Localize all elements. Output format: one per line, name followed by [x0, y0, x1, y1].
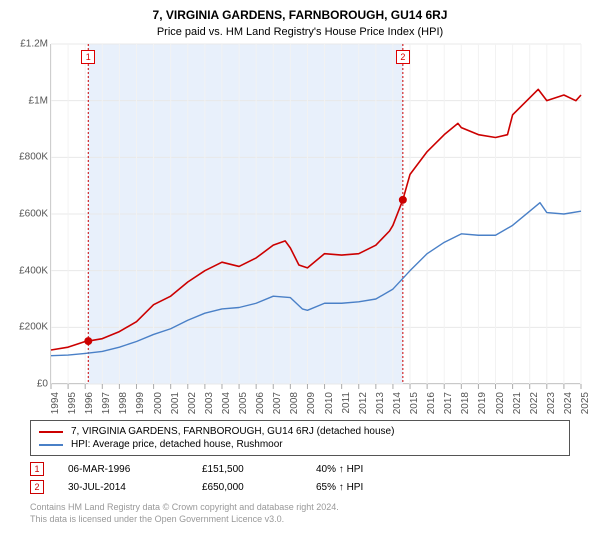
marker-delta: 40% ↑ HPI [316, 464, 363, 475]
x-tick-label: 2006 [255, 392, 266, 414]
marker-badge: 2 [30, 480, 44, 494]
x-tick-label: 2010 [324, 392, 335, 414]
x-tick-label: 2025 [580, 392, 591, 414]
x-tick-label: 2000 [153, 392, 164, 414]
x-tick-label: 1997 [101, 392, 112, 414]
marker-badge: 1 [30, 462, 44, 476]
y-tick-label: £1M [29, 95, 48, 106]
marker-row: 2 30-JUL-2014 £650,000 65% ↑ HPI [30, 478, 570, 496]
x-tick-label: 2004 [221, 392, 232, 414]
y-tick-label: £800K [19, 152, 48, 163]
x-tick-label: 2011 [341, 392, 352, 414]
x-tick-label: 1999 [135, 392, 146, 414]
x-tick-label: 2024 [563, 392, 574, 414]
x-tick-label: 2016 [426, 392, 437, 414]
legend-item: HPI: Average price, detached house, Rush… [39, 438, 561, 451]
x-tick-label: 2015 [409, 392, 420, 414]
marker-date: 30-JUL-2014 [68, 482, 178, 493]
y-tick-label: £600K [19, 209, 48, 220]
y-axis: £0£200K£400K£600K£800K£1M£1.2M [10, 44, 50, 384]
x-tick-label: 2021 [512, 392, 523, 414]
x-tick-label: 2013 [375, 392, 386, 414]
x-tick-label: 2017 [443, 392, 454, 414]
legend-label: 7, VIRGINIA GARDENS, FARNBOROUGH, GU14 6… [71, 426, 394, 437]
x-axis: 1994 1995 1996 1997 1998 1999 2000 2001 2002 2003… [50, 384, 580, 414]
x-tick-label: 2018 [460, 392, 471, 414]
x-tick-label: 2020 [495, 392, 506, 414]
x-tick-label: 2005 [238, 392, 249, 414]
x-tick-label: 1996 [84, 392, 95, 414]
x-tick-label: 1994 [50, 392, 61, 414]
x-tick-label: 1998 [118, 392, 129, 414]
legend-swatch [39, 431, 63, 433]
y-tick-label: £400K [19, 265, 48, 276]
x-tick-label: 2023 [546, 392, 557, 414]
chart-area: £0£200K£400K£600K£800K£1M£1.2M 12 199419… [10, 44, 590, 414]
x-tick-label: 2007 [272, 392, 283, 414]
chart-title: 7, VIRGINIA GARDENS, FARNBOROUGH, GU14 6… [0, 0, 600, 22]
x-tick-label: 2009 [306, 392, 317, 414]
x-tick-label: 2008 [289, 392, 300, 414]
x-tick-label: 2012 [358, 392, 369, 414]
x-tick-label: 2002 [187, 392, 198, 414]
x-tick-label: 2019 [477, 392, 488, 414]
y-tick-label: £0 [37, 379, 48, 390]
x-tick-label: 2001 [170, 392, 181, 414]
chart-marker-badge: 2 [396, 50, 410, 64]
y-tick-label: £200K [19, 322, 48, 333]
x-tick-label: 2003 [204, 392, 215, 414]
marker-price: £151,500 [202, 464, 292, 475]
marker-delta: 65% ↑ HPI [316, 482, 363, 493]
legend: 7, VIRGINIA GARDENS, FARNBOROUGH, GU14 6… [30, 420, 570, 456]
chart-marker-badge: 1 [81, 50, 95, 64]
x-tick-label: 2014 [392, 392, 403, 414]
x-tick-label: 2022 [529, 392, 540, 414]
legend-item: 7, VIRGINIA GARDENS, FARNBOROUGH, GU14 6… [39, 425, 561, 438]
chart-container: 7, VIRGINIA GARDENS, FARNBOROUGH, GU14 6… [0, 0, 600, 560]
chart-subtitle: Price paid vs. HM Land Registry's House … [0, 22, 600, 44]
y-tick-label: £1.2M [20, 39, 48, 50]
marker-date: 06-MAR-1996 [68, 464, 178, 475]
footer-line: This data is licensed under the Open Gov… [30, 514, 570, 526]
marker-row: 1 06-MAR-1996 £151,500 40% ↑ HPI [30, 460, 570, 478]
legend-label: HPI: Average price, detached house, Rush… [71, 439, 283, 450]
legend-swatch [39, 444, 63, 446]
x-tick-label: 1995 [67, 392, 78, 414]
plot-area: 12 [50, 44, 580, 384]
footer-attribution: Contains HM Land Registry data © Crown c… [30, 502, 570, 525]
marker-price: £650,000 [202, 482, 292, 493]
footer-line: Contains HM Land Registry data © Crown c… [30, 502, 570, 514]
marker-table: 1 06-MAR-1996 £151,500 40% ↑ HPI 2 30-JUL-201… [30, 460, 570, 496]
